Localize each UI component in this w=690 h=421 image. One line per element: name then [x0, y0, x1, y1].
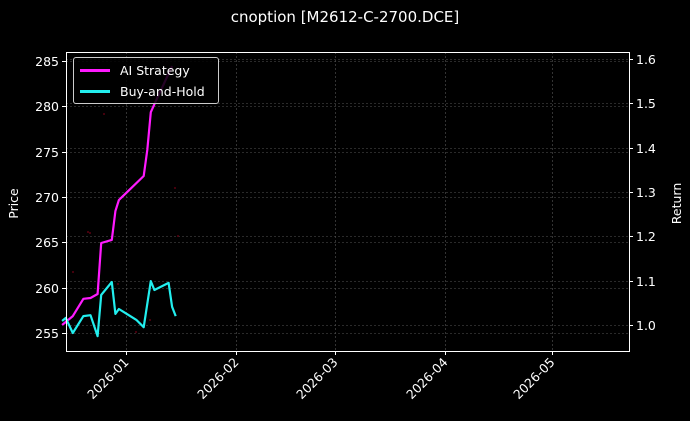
axis-ticks: 2026-01 2026-02 2026-03 2026-04 2026-05 255 26…: [35, 52, 656, 402]
y-right-tick-label: 1.5: [636, 96, 656, 111]
y-right-tick-label: 1.4: [636, 141, 656, 156]
series-lines: [61, 65, 177, 338]
x-tick-label: 2026-05: [510, 355, 558, 403]
y-left-tick-label: 275: [35, 145, 59, 160]
y-left-tick-label: 260: [35, 281, 59, 296]
chart-title: cnoption [M2612-C-2700.DCE]: [230, 8, 460, 26]
legend: AI Strategy Buy-and-Hold: [73, 57, 219, 104]
y-left-tick-label: 280: [35, 99, 59, 114]
y-right-tick-label: 1.2: [636, 229, 656, 244]
y-axis-left-label: Price: [5, 188, 21, 219]
x-tick-label: 2026-04: [403, 354, 451, 402]
x-tick-label: 2026-02: [194, 355, 242, 403]
x-tick-label: 2026-01: [84, 355, 132, 403]
legend-swatch-icon: [80, 89, 110, 93]
x-tick-label: 2026-03: [293, 355, 341, 403]
y-right-tick-label: 1.0: [636, 318, 656, 333]
y-left-tick-label: 285: [35, 54, 59, 69]
y-axis-right-label: Return: [669, 182, 685, 225]
legend-swatch-icon: [80, 68, 110, 72]
y-left-tick-label: 265: [35, 235, 59, 250]
legend-item-ai-strategy: AI Strategy: [80, 60, 190, 80]
y-left-tick-label: 270: [35, 190, 59, 205]
y-right-tick-label: 1.1: [636, 274, 656, 289]
price-scatter-dots: [72, 113, 179, 333]
legend-label: Buy-and-Hold: [120, 83, 205, 99]
y-right-tick-label: 1.6: [636, 52, 656, 67]
series-line-buy-and-hold: [61, 280, 177, 338]
plot-frame: [66, 52, 630, 352]
y-left-tick-label: 255: [35, 326, 59, 341]
y-right-tick-label: 1.3: [636, 185, 656, 200]
legend-label: AI Strategy: [120, 62, 190, 78]
legend-item-buy-and-hold: Buy-and-Hold: [80, 81, 205, 101]
series-line-ai-strategy: [61, 65, 174, 326]
